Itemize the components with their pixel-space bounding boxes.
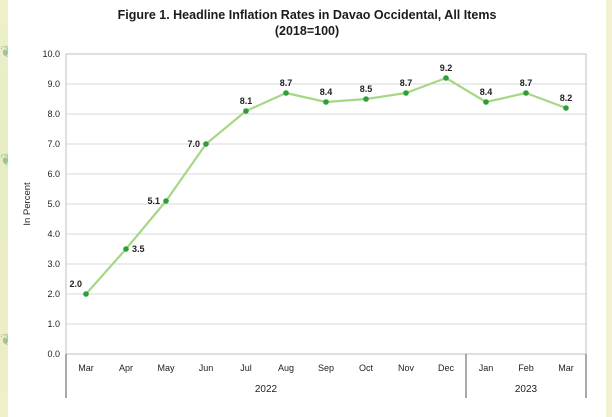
x-tick-label: Nov — [398, 363, 415, 373]
x-tick-label: Feb — [518, 363, 534, 373]
chart-subtitle: (2018=100) — [274, 24, 340, 38]
x-tick-label: Sep — [318, 363, 334, 373]
y-tick-label: 5.0 — [47, 199, 60, 209]
y-tick-label: 6.0 — [47, 169, 60, 179]
y-tick-label: 2.0 — [47, 289, 60, 299]
x-tick-label: Aug — [278, 363, 294, 373]
data-label: 8.7 — [280, 78, 293, 88]
series-line — [85, 76, 567, 295]
y-tick-label: 7.0 — [47, 139, 60, 149]
year-label: 2022 — [255, 384, 278, 395]
data-point — [323, 99, 329, 105]
y-tick-label: 8.0 — [47, 109, 60, 119]
y-tick-label: 9.0 — [47, 79, 60, 89]
plot-area — [65, 53, 587, 355]
y-tick-label: 3.0 — [47, 259, 60, 269]
data-label: 8.4 — [480, 87, 493, 97]
chart-card: Figure 1. Headline Inflation Rates in Da… — [8, 0, 606, 417]
data-point — [243, 108, 249, 114]
data-label: 8.7 — [400, 78, 413, 88]
data-point — [363, 96, 369, 102]
data-point — [563, 105, 569, 111]
data-point — [123, 246, 129, 252]
x-tick-label: Dec — [438, 363, 455, 373]
data-point — [203, 141, 209, 147]
x-tick-label: Jan — [479, 363, 494, 373]
x-tick-label: May — [157, 363, 175, 373]
data-point — [443, 75, 449, 81]
y-tick-label: 4.0 — [47, 229, 60, 239]
data-label: 8.7 — [520, 78, 533, 88]
data-label: 8.2 — [560, 93, 573, 103]
data-point — [163, 198, 169, 204]
x-tick-label: Jun — [199, 363, 214, 373]
data-point — [523, 90, 529, 96]
chart-title: Figure 1. Headline Inflation Rates in Da… — [117, 8, 497, 22]
data-label: 8.5 — [360, 84, 373, 94]
data-label: 7.0 — [187, 139, 200, 149]
x-tick-label: Mar — [558, 363, 574, 373]
data-label: 3.5 — [132, 244, 145, 254]
data-point — [483, 99, 489, 105]
data-label: 8.1 — [240, 96, 253, 106]
data-label: 5.1 — [147, 196, 160, 206]
x-tick-label: Mar — [78, 363, 94, 373]
data-label: 8.4 — [320, 87, 333, 97]
y-tick-label: 1.0 — [47, 319, 60, 329]
x-tick-label: Apr — [119, 363, 133, 373]
y-tick-label: 10.0 — [42, 49, 60, 59]
y-axis-label: In Percent — [22, 182, 33, 226]
data-point — [283, 90, 289, 96]
year-label: 2023 — [515, 384, 538, 395]
data-point — [403, 90, 409, 96]
x-tick-label: Oct — [359, 363, 374, 373]
line-chart: 0.0 1.0 2.0 3.0 4.0 5.0 6.0 7.0 8.0 9.0 10.0 In Per… — [22, 49, 587, 398]
data-label: 9.2 — [440, 63, 453, 73]
y-tick-label: 0.0 — [47, 349, 60, 359]
x-tick-label: Jul — [240, 363, 252, 373]
data-label: 2.0 — [69, 279, 82, 289]
data-point — [83, 291, 89, 297]
